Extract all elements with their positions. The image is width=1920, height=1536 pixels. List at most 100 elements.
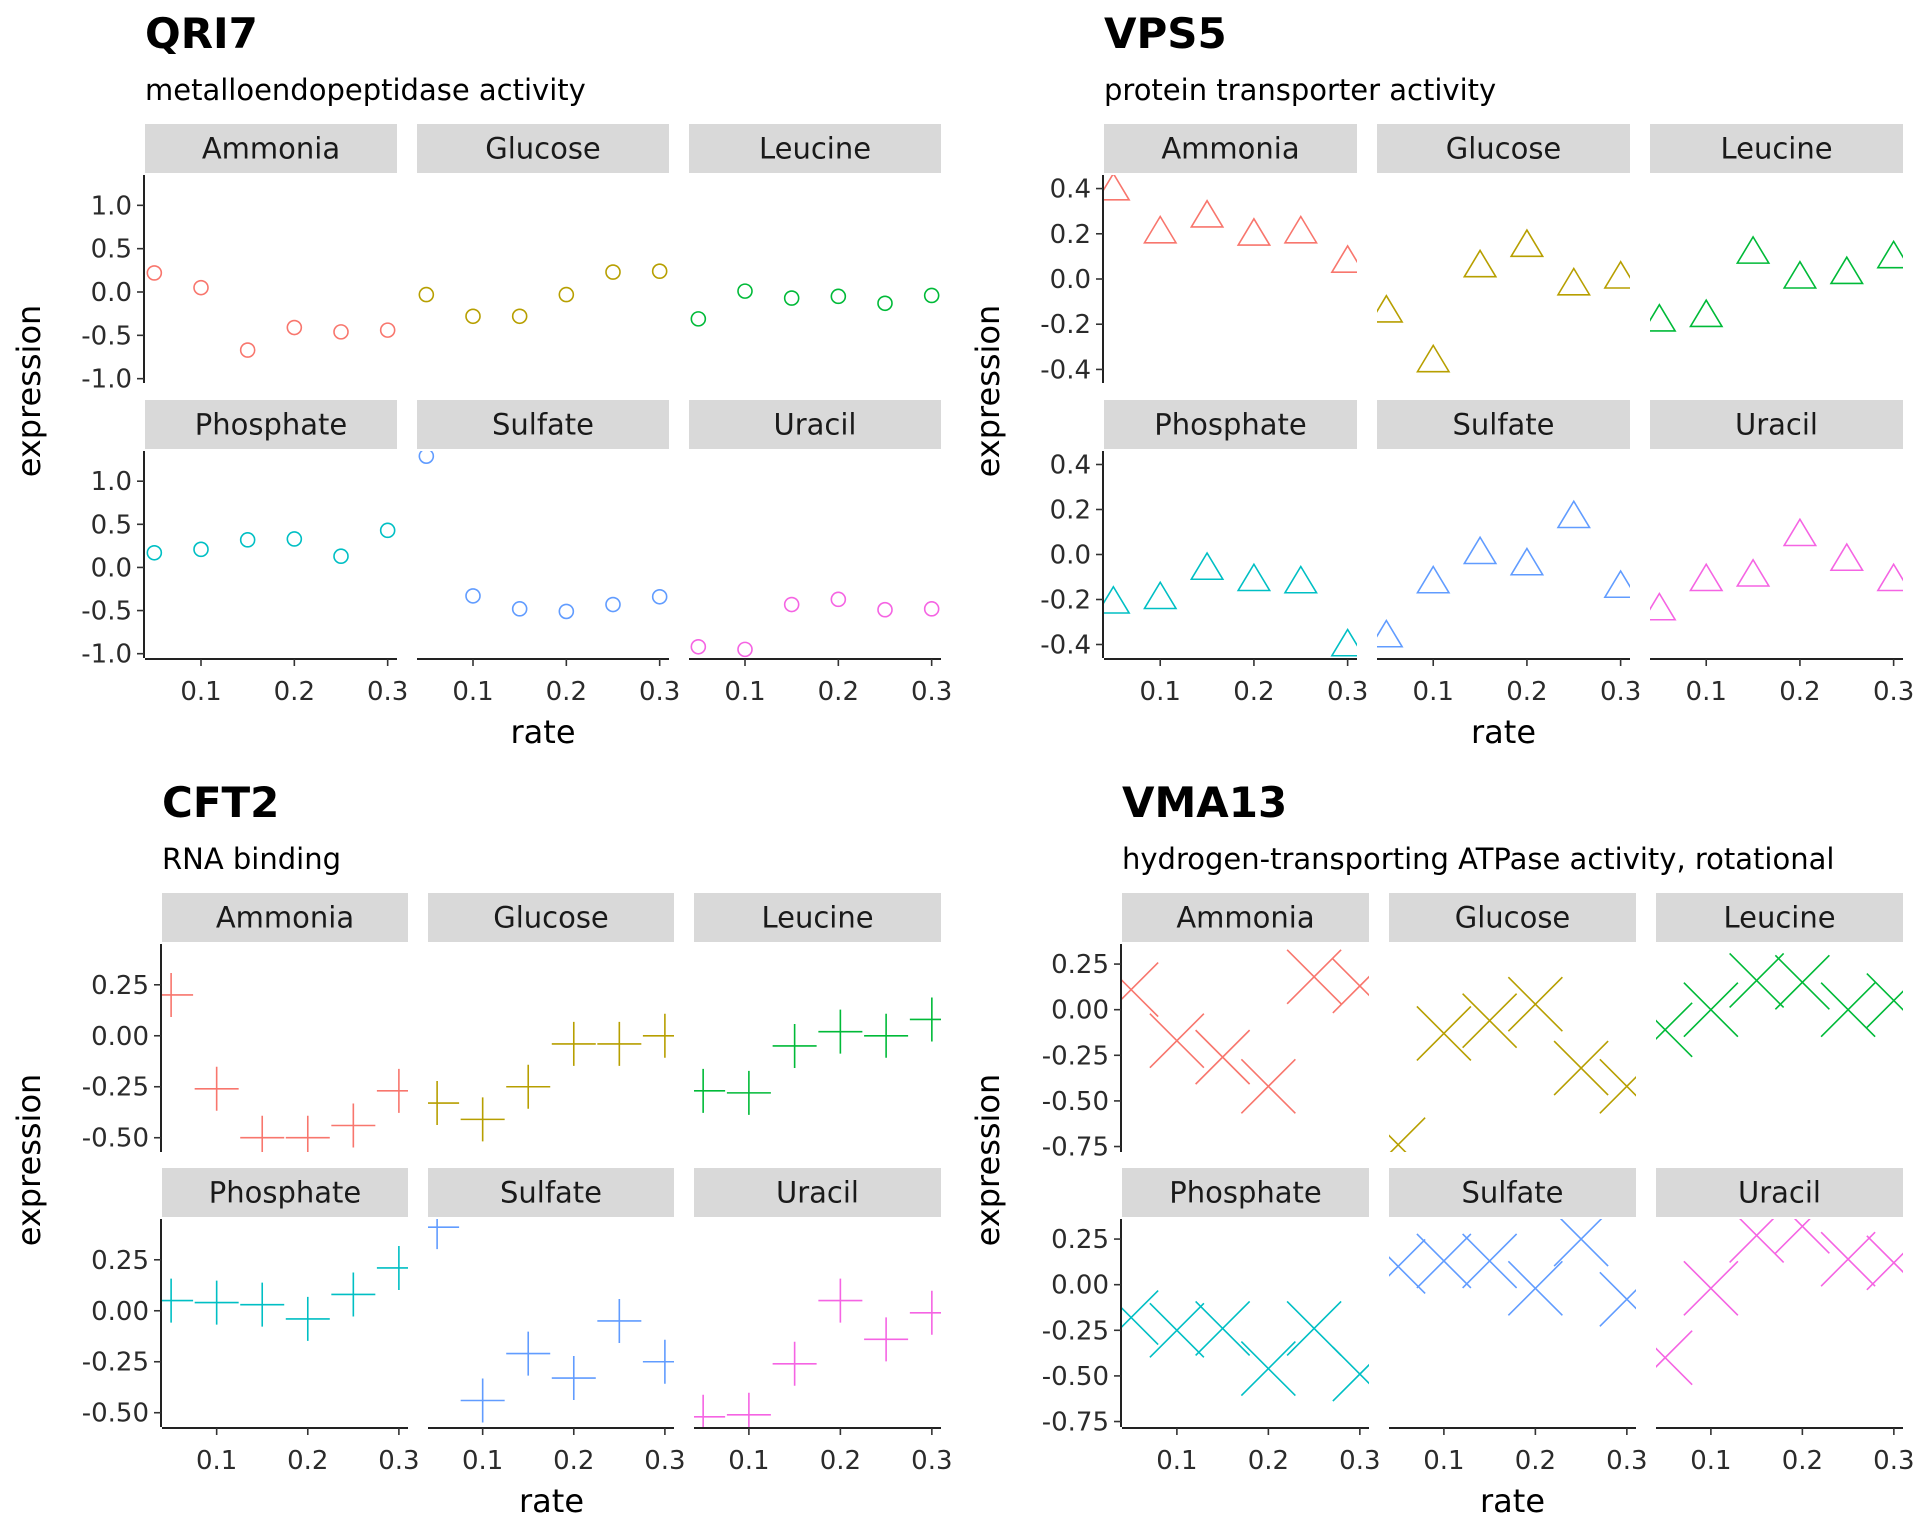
data-point [1104,585,1131,614]
y-tick-label: -0.50 [82,1399,149,1429]
y-tick-label: -0.25 [1042,1316,1109,1346]
data-point [690,311,707,327]
x-tick-label: 0.1 [1140,677,1181,707]
data-point [1599,1058,1636,1114]
facet-strip-label: Uracil [1738,1176,1821,1210]
chart-0-facet-leucine: Leucine [689,124,941,327]
data-point [1556,266,1591,296]
y-tick-label: -0.50 [1042,1087,1109,1117]
data-point [418,451,435,464]
data-point [465,308,481,325]
data-point [193,279,209,296]
chart-2-facet-leucine: Leucine [694,893,941,1115]
data-point [460,1378,505,1423]
facet-strip [1104,124,1357,173]
data-point [1735,235,1771,264]
facet-strip [1377,400,1630,449]
data-point [1240,1058,1296,1114]
data-point [379,522,396,539]
x-tick-label: 0.1 [724,677,765,707]
facet-strip-label: Sulfate [1452,408,1554,442]
data-point [877,601,893,618]
x-tick-label: 0.2 [1779,677,1820,707]
facet-strip-label: Ammonia [202,132,340,166]
chart-0-facet-uracil: Uracil 0.1 0.2 0.3 [689,400,952,707]
y-tick-label: 0.5 [91,510,132,540]
chart-0-y-axis-title: expression [10,305,48,478]
y-tick-label: 0.00 [1051,996,1109,1026]
data-point [376,1068,408,1113]
chart-1-x-axis-title: rate [1471,713,1536,751]
y-tick-label: -0.5 [81,597,132,627]
chart-1-facet-glucose: Glucose [1377,124,1630,373]
data-point [558,603,575,620]
data-point [162,1278,194,1323]
facet-strip-label: Leucine [1720,132,1832,166]
x-tick-label: 0.3 [1873,1446,1914,1476]
data-point [1507,1260,1563,1316]
data-point [1782,260,1818,289]
facet-strip [145,124,397,173]
y-tick-label: 0.0 [91,553,132,583]
data-point [1656,1002,1693,1058]
data-point [333,324,349,340]
chart-1-subtitle: protein transporter activity [1104,73,1496,107]
data-point [1286,1300,1342,1357]
facet-strip [1122,1168,1369,1217]
facet-points [146,265,396,358]
data-point [239,342,256,358]
data-point [506,1331,551,1376]
x-tick-label: 0.2 [1233,677,1274,707]
data-point [597,1298,642,1343]
data-point [651,588,668,605]
data-point [1650,303,1677,332]
data-point [1283,564,1318,594]
facet-strip [417,400,669,449]
y-tick-label: -0.50 [1042,1362,1109,1392]
facet-points [162,1245,408,1341]
y-tick-label: 1.0 [91,191,132,221]
facet-points [690,591,940,658]
facet-strip-label: Leucine [761,901,873,935]
chart-3-facet-glucose: Glucose [1389,893,1636,1152]
data-point [1509,546,1545,576]
chart-0-facet-phosphate: Phosphate -1.0 -0.5 0.0 0.5 1.0 0.1 0.2 0.3 [81,400,408,707]
x-tick-label: 0.3 [644,1446,685,1476]
data-point [1462,1233,1518,1289]
chart-3-facet-ammonia: Ammonia -0.75 -0.50 -0.25 0.00 0.25 [1042,893,1369,1163]
facet-points [694,1278,941,1427]
facet-strip-label: Glucose [1455,901,1571,935]
data-point [1774,1219,1830,1254]
chart-0-facet-ammonia: Ammonia -1.0 -0.5 0.0 0.5 1.0 [81,124,397,395]
facet-points [418,263,668,325]
data-point [511,601,528,617]
data-point [864,1317,909,1362]
data-point [506,1064,551,1109]
data-point [1509,228,1545,258]
facet-points [1656,952,1903,1058]
facet-strip-label: Phosphate [195,408,348,442]
x-tick-label: 0.2 [1248,1446,1289,1476]
data-point [1122,962,1159,1018]
chart-3-title: VMA13 [1122,778,1287,827]
data-point [428,1219,460,1250]
y-tick-label: -0.4 [1040,355,1091,385]
data-point [772,1023,817,1068]
chart-3-subtitle: hydrogen-transporting ATPase activity, r… [1122,842,1834,876]
data-point [818,1009,863,1054]
facet-strip-label: Sulfate [1461,1176,1563,1210]
data-point [1377,618,1404,648]
x-tick-label: 0.3 [367,677,408,707]
data-point [239,532,256,548]
chart-0-facet-sulfate: Sulfate 0.1 0.2 0.3 [417,400,680,707]
facet-points [694,997,941,1115]
data-point [1143,580,1178,610]
data-point [1876,562,1903,592]
y-tick-label: -0.75 [1042,1133,1109,1163]
x-tick-label: 0.3 [639,677,680,707]
data-point [1829,542,1864,572]
data-point [1603,569,1630,599]
x-tick-label: 0.2 [1506,677,1547,707]
data-point [1416,1233,1472,1289]
data-point [1683,982,1739,1038]
